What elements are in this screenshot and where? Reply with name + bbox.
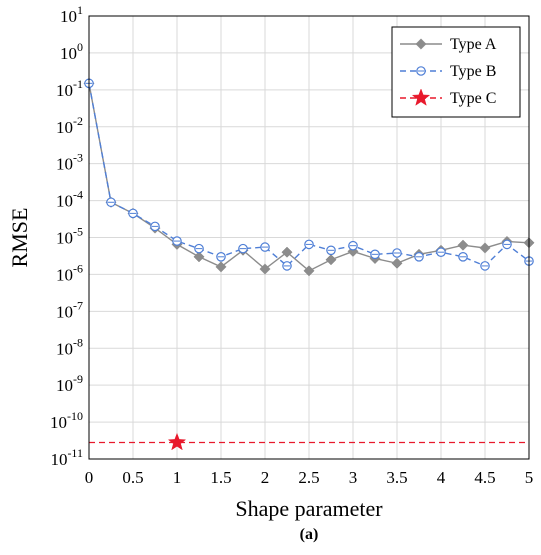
legend-marker: [415, 38, 427, 50]
data-point: [281, 246, 293, 258]
legend-item: Type C: [400, 88, 496, 107]
y-tick-label: 10-2: [56, 114, 83, 137]
y-tick-label: 10-7: [56, 298, 83, 321]
y-tick-label: 10-10: [50, 409, 83, 432]
legend-label: Type C: [450, 90, 496, 107]
legend-marker: [411, 88, 431, 106]
legend: Type A Type B Type C: [391, 26, 521, 118]
x-tick-label: 2: [261, 468, 270, 487]
x-tick-label: 4: [437, 468, 446, 487]
series-line: [88, 83, 530, 267]
x-tick-label: 0.5: [122, 468, 143, 487]
data-point: [391, 257, 403, 269]
x-tick-label: 0: [85, 468, 94, 487]
y-tick-label: 10-1: [56, 77, 83, 100]
data-point: [479, 242, 491, 254]
legend-label: Type A: [450, 36, 497, 53]
y-axis-label: RMSE: [7, 208, 32, 268]
figure-caption: (a): [300, 526, 319, 543]
x-axis-label: Shape parameter: [235, 496, 383, 521]
data-point: [325, 254, 337, 266]
y-tick-label: 10-11: [50, 446, 83, 469]
x-tick-labels: 0 0.5 1 1.5 2 2.5 3 3.5 4 4.5 5: [85, 468, 534, 487]
data-point: [167, 432, 187, 451]
x-tick-label: 1.5: [210, 468, 231, 487]
plot-frame: [88, 15, 530, 460]
data-point: [259, 263, 271, 275]
legend-item: Type A: [400, 36, 497, 53]
y-tick-label: 10-4: [56, 188, 83, 211]
x-tick-label: 5: [525, 468, 534, 487]
y-tick-label: 101: [60, 3, 83, 26]
x-tick-label: 1: [173, 468, 182, 487]
y-tick-label: 10-5: [56, 225, 83, 248]
data-point: [215, 261, 227, 273]
series-type-c: [89, 432, 529, 451]
y-tick-label: 10-8: [56, 335, 83, 358]
legend-item: Type B: [400, 63, 496, 80]
x-tick-label: 4.5: [474, 468, 495, 487]
series-layer: [83, 77, 535, 451]
x-tick-label: 3.5: [386, 468, 407, 487]
y-tick-label: 10-9: [56, 372, 83, 395]
x-tick-label: 3: [349, 468, 358, 487]
y-tick-labels: 101 100 10-1 10-2 10-3 10-4 10-5 10-6 10-7 10-8 10…: [50, 3, 83, 469]
data-point: [303, 265, 315, 277]
y-tick-label: 10-3: [56, 151, 83, 174]
y-tick-label: 10-6: [56, 261, 83, 284]
legend-label: Type B: [450, 63, 496, 80]
data-point: [193, 251, 205, 263]
x-tick-label: 2.5: [298, 468, 319, 487]
legend-box: [391, 26, 521, 118]
series-type-b: [84, 78, 534, 271]
y-tick-label: 100: [60, 40, 83, 63]
data-point: [457, 239, 469, 251]
